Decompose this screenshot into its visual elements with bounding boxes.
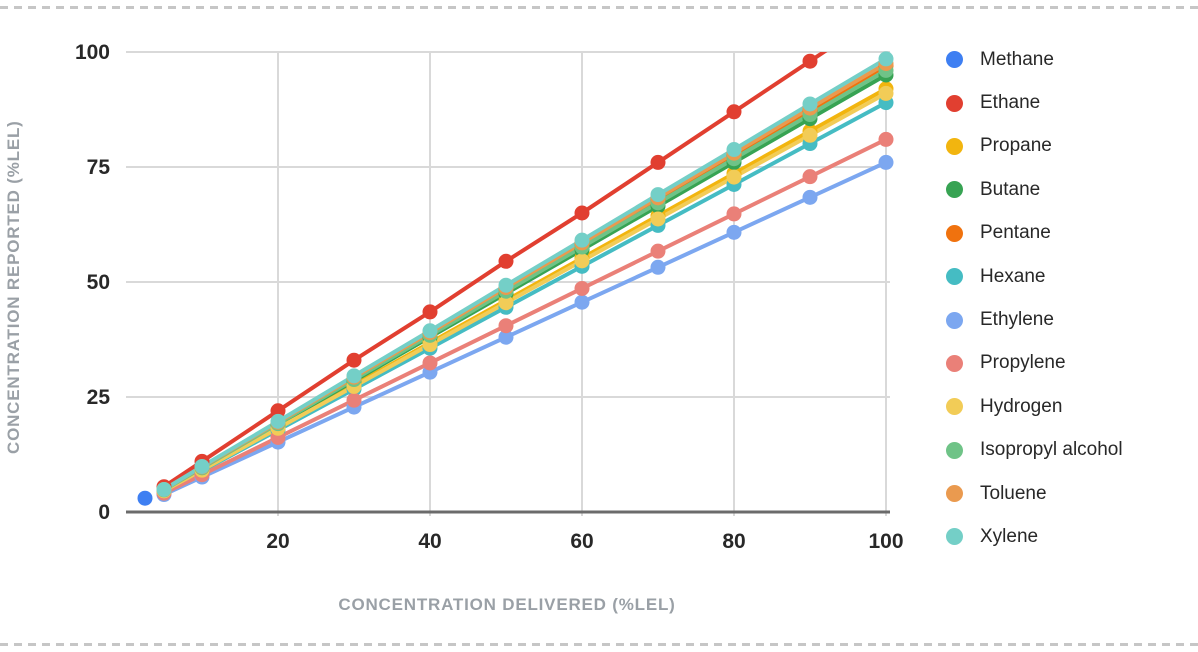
data-point-ethylene bbox=[802, 189, 818, 205]
data-point-propylene bbox=[498, 318, 514, 334]
legend-swatch-circle bbox=[946, 441, 963, 459]
x-tick-label: 60 bbox=[570, 530, 593, 553]
data-point-ethane bbox=[422, 304, 438, 320]
data-point-hydrogen bbox=[878, 85, 894, 101]
data-point-xylene bbox=[270, 413, 286, 429]
legend-item-xylene: Xylene bbox=[946, 515, 1123, 558]
legend-label: Hydrogen bbox=[980, 395, 1063, 417]
legend-item-ethylene: Ethylene bbox=[946, 298, 1123, 341]
data-point-xylene bbox=[194, 458, 210, 474]
y-tick-label: 0 bbox=[98, 501, 110, 524]
legend-item-hexane: Hexane bbox=[946, 255, 1123, 298]
data-point-propylene bbox=[574, 280, 590, 296]
data-point-ethane bbox=[802, 53, 818, 69]
data-point-ethane bbox=[498, 253, 514, 269]
x-tick-label: 100 bbox=[868, 530, 903, 553]
legend-swatch-circle bbox=[946, 94, 963, 112]
legend-label: Hexane bbox=[980, 265, 1046, 287]
data-point-ethylene bbox=[726, 224, 742, 240]
legend-label: Propane bbox=[980, 135, 1052, 157]
legend-swatch-circle bbox=[946, 181, 963, 199]
data-point-ethane bbox=[650, 154, 666, 170]
legend-swatch-circle bbox=[946, 268, 963, 286]
data-point-ethylene bbox=[650, 259, 666, 275]
data-point-ethylene bbox=[878, 154, 894, 170]
legend-swatch-circle bbox=[946, 354, 963, 372]
legend-item-isopropyl-alcohol: Isopropyl alcohol bbox=[946, 429, 1123, 472]
dashed-border-top bbox=[0, 6, 1198, 9]
legend-swatch-circle bbox=[946, 311, 963, 329]
legend-label: Ethylene bbox=[980, 309, 1054, 331]
legend-swatch-circle bbox=[946, 137, 963, 155]
data-point-xylene bbox=[802, 96, 818, 112]
data-point-xylene bbox=[574, 232, 590, 248]
y-tick-label: 50 bbox=[87, 271, 110, 294]
data-point-propylene bbox=[802, 169, 818, 185]
data-point-hydrogen bbox=[802, 127, 818, 143]
legend-label: Methane bbox=[980, 48, 1054, 70]
data-point-propylene bbox=[726, 206, 742, 222]
y-tick-label: 25 bbox=[87, 386, 111, 409]
dashed-border-bottom bbox=[0, 643, 1198, 646]
legend-label: Butane bbox=[980, 178, 1041, 200]
legend-item-methane: Methane bbox=[946, 38, 1123, 81]
legend-item-propylene: Propylene bbox=[946, 342, 1123, 385]
chart-legend: Methane Ethane Propane Butane Pentane Hexane E… bbox=[946, 38, 1123, 559]
data-point-xylene bbox=[346, 368, 362, 384]
x-tick-label: 40 bbox=[418, 530, 441, 553]
data-point-propylene bbox=[346, 392, 362, 408]
legend-item-toluene: Toluene bbox=[946, 472, 1123, 515]
data-point-hydrogen bbox=[726, 169, 742, 185]
data-point-ethane bbox=[726, 104, 742, 120]
legend-item-pentane: Pentane bbox=[946, 212, 1123, 255]
legend-swatch-circle bbox=[946, 224, 963, 242]
x-axis-title: CONCENTRATION DELIVERED (%LEL) bbox=[338, 595, 676, 614]
legend-label: Ethane bbox=[980, 92, 1041, 114]
y-tick-label: 100 bbox=[75, 41, 110, 64]
y-axis-title: CONCENTRATION REPORTED (%LEL) bbox=[4, 120, 23, 454]
y-tick-label: 75 bbox=[87, 156, 111, 179]
chart-figure[interactable]: 0 25 50 75 100 20 40 60 80 100 CONCENTRATION REPO… bbox=[0, 10, 1198, 640]
data-point-xylene bbox=[650, 187, 666, 203]
x-tick-label: 20 bbox=[266, 530, 289, 553]
legend-item-hydrogen: Hydrogen bbox=[946, 385, 1123, 428]
data-point-xylene bbox=[156, 481, 172, 497]
data-point-xylene bbox=[422, 323, 438, 339]
data-point-ethane bbox=[574, 205, 590, 221]
data-point-hydrogen bbox=[498, 295, 514, 311]
legend-swatch-circle bbox=[946, 398, 963, 416]
data-point-xylene bbox=[726, 142, 742, 158]
legend-item-ethane: Ethane bbox=[946, 81, 1123, 124]
legend-label: Propylene bbox=[980, 352, 1066, 374]
data-point-propylene bbox=[422, 355, 438, 371]
x-tick-label: 80 bbox=[722, 530, 745, 553]
data-point-propylene bbox=[878, 131, 894, 147]
data-point-xylene bbox=[498, 277, 514, 293]
legend-label: Isopropyl alcohol bbox=[980, 439, 1123, 461]
data-point-ethane bbox=[270, 403, 286, 419]
data-point-hydrogen bbox=[650, 211, 666, 227]
data-point-ethane bbox=[346, 352, 362, 368]
data-point-propylene bbox=[650, 243, 666, 259]
data-point-ethylene bbox=[498, 329, 514, 345]
legend-label: Toluene bbox=[980, 482, 1047, 504]
legend-swatch-circle bbox=[946, 485, 963, 503]
data-point-hydrogen bbox=[574, 253, 590, 269]
legend-swatch-circle bbox=[946, 51, 963, 69]
line-chart-canvas: 0 25 50 75 100 20 40 60 80 100 bbox=[75, 41, 904, 553]
data-point-ethylene bbox=[574, 294, 590, 310]
data-point-methane bbox=[137, 490, 153, 506]
legend-item-butane: Butane bbox=[946, 168, 1123, 211]
legend-item-propane: Propane bbox=[946, 125, 1123, 168]
legend-label: Pentane bbox=[980, 222, 1051, 244]
legend-swatch-circle bbox=[946, 528, 963, 546]
data-point-xylene bbox=[878, 51, 894, 67]
legend-label: Xylene bbox=[980, 525, 1039, 547]
